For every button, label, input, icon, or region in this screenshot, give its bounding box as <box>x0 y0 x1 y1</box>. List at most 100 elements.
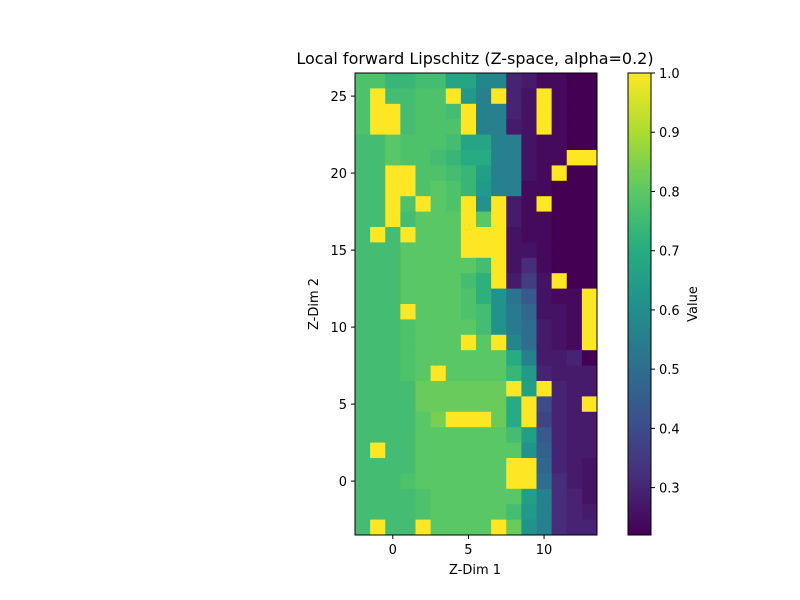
heatmap-cell <box>551 73 568 89</box>
heatmap-cell <box>581 350 598 366</box>
colorbar-tick-label: 0.8 <box>659 185 680 200</box>
heatmap-cell <box>370 119 386 135</box>
heatmap-cell <box>506 73 522 89</box>
heatmap-cell <box>370 396 386 413</box>
heatmap-cell <box>370 196 386 212</box>
heatmap-cell <box>385 134 401 151</box>
heatmap-cell <box>551 488 568 505</box>
heatmap-cell <box>506 242 522 259</box>
heatmap-cell <box>385 211 401 228</box>
heatmap-cell <box>460 365 477 382</box>
heatmap-cell <box>385 165 401 182</box>
y-tick-label: 10 <box>330 321 347 336</box>
heatmap-cell <box>385 88 401 105</box>
heatmap-cell <box>445 411 462 428</box>
heatmap-cell <box>566 319 583 336</box>
heatmap-cell <box>536 257 553 274</box>
heatmap-cell <box>460 180 477 197</box>
heatmap-cell <box>415 427 432 443</box>
heatmap-cell <box>581 180 598 197</box>
heatmap-cell <box>400 488 416 505</box>
heatmap-cell <box>506 319 522 336</box>
heatmap-cell <box>415 396 432 413</box>
heatmap-cell <box>581 411 598 428</box>
heatmap-cell <box>566 119 583 135</box>
heatmap-cell <box>415 411 432 428</box>
heatmap-cell <box>491 319 507 336</box>
heatmap-cell <box>460 458 477 474</box>
heatmap-cell <box>445 134 462 151</box>
heatmap-cell <box>566 242 583 259</box>
heatmap-cell <box>521 257 537 274</box>
heatmap-cell <box>355 488 371 505</box>
heatmap-cell <box>536 442 553 459</box>
heatmap-cell <box>491 334 507 351</box>
heatmap-cell <box>506 134 522 151</box>
heatmap-cell <box>400 288 416 305</box>
heatmap-cell <box>355 458 371 474</box>
heatmap-cell <box>566 396 583 413</box>
heatmap-cell <box>491 519 507 536</box>
heatmap-cell <box>385 150 401 166</box>
heatmap-cell <box>581 365 598 382</box>
heatmap-cell <box>430 73 447 89</box>
heatmap-cell <box>521 227 537 243</box>
heatmap-cell <box>355 365 371 382</box>
heatmap-cell <box>460 165 477 182</box>
heatmap-cell <box>551 458 568 474</box>
heatmap-cell <box>521 381 537 397</box>
heatmap-cell <box>430 288 447 305</box>
heatmap-cell <box>476 150 492 166</box>
heatmap-cell <box>400 442 416 459</box>
heatmap-cell <box>566 227 583 243</box>
heatmap-cell <box>581 319 598 336</box>
heatmap-cell <box>536 427 553 443</box>
heatmap-cell <box>536 180 553 197</box>
heatmap-cell <box>551 257 568 274</box>
heatmap-cell <box>476 273 492 289</box>
heatmap-cell <box>385 365 401 382</box>
heatmap-cell <box>415 319 432 336</box>
heatmap-cell <box>476 458 492 474</box>
heatmap-cell <box>521 504 537 520</box>
heatmap-cell <box>415 273 432 289</box>
heatmap-cell <box>566 180 583 197</box>
heatmap-cell <box>415 519 432 536</box>
heatmap-cell <box>551 519 568 536</box>
colorbar-ticks: 0.3 0.4 0.5 0.6 0.7 0.8 0.9 1.0 <box>651 67 680 497</box>
heatmap-cell <box>430 411 447 428</box>
heatmap-cell <box>536 150 553 166</box>
heatmap-cell <box>445 227 462 243</box>
heatmap-cell <box>521 150 537 166</box>
heatmap-cell <box>355 119 371 135</box>
heatmap-cell <box>445 396 462 413</box>
heatmap-cell <box>415 227 432 243</box>
heatmap-cell <box>506 150 522 166</box>
heatmap-cell <box>476 165 492 182</box>
heatmap-cell <box>551 103 568 120</box>
heatmap-cell <box>551 150 568 166</box>
heatmap-cell <box>566 442 583 459</box>
heatmap-cell <box>460 288 477 305</box>
heatmap-cell <box>551 119 568 135</box>
heatmap-cell <box>476 227 492 243</box>
heatmap-cell <box>476 365 492 382</box>
heatmap-cell <box>581 150 598 166</box>
heatmap-cell <box>581 396 598 413</box>
heatmap-cell <box>430 334 447 351</box>
heatmap-cell <box>476 73 492 89</box>
heatmap-cell <box>551 504 568 520</box>
heatmap-cell <box>445 519 462 536</box>
heatmap-cell <box>385 257 401 274</box>
heatmap-cell <box>400 273 416 289</box>
heatmap-cell <box>460 150 477 166</box>
heatmap-cell <box>400 227 416 243</box>
heatmap-cell <box>521 73 537 89</box>
heatmap-cell <box>506 273 522 289</box>
heatmap-cell <box>521 319 537 336</box>
heatmap-cell <box>445 88 462 105</box>
heatmap-cell <box>476 304 492 320</box>
heatmap-cell <box>370 180 386 197</box>
heatmap-cell <box>536 273 553 289</box>
heatmap-cell <box>400 458 416 474</box>
